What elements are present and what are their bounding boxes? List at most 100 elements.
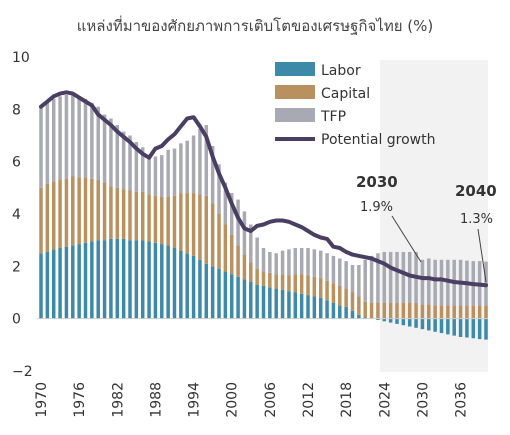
bar-labor — [484, 318, 488, 340]
bar-capital — [140, 191, 145, 241]
bar-labor — [96, 240, 100, 319]
annotation-2040-year: 2040 — [455, 182, 497, 200]
bar-tfp — [236, 199, 240, 246]
bar-capital — [102, 182, 107, 241]
bar-capital — [318, 278, 323, 298]
bar-capital — [484, 305, 488, 319]
bar-labor — [280, 289, 285, 319]
bar-tfp — [229, 193, 234, 235]
bar-labor — [477, 318, 482, 340]
bar-tfp — [299, 248, 304, 275]
bar-labor — [471, 318, 476, 339]
annotation-2040-leader — [477, 228, 487, 283]
bar-capital — [299, 274, 304, 294]
bar-capital — [369, 302, 374, 319]
x-tick-label: 2030 — [415, 382, 431, 418]
bar-capital — [191, 193, 196, 256]
bar-capital — [458, 305, 463, 319]
bar-tfp — [280, 250, 285, 275]
bar-capital — [477, 305, 482, 319]
bar-labor — [331, 302, 336, 319]
potential-growth-line — [39, 90, 488, 288]
bar-capital — [357, 296, 361, 315]
y-tick-label: −2 — [12, 364, 33, 380]
bar-tfp — [140, 147, 145, 192]
bar-tfp — [306, 248, 310, 276]
bar-tfp — [363, 259, 367, 302]
bar-labor — [128, 240, 132, 319]
bar-labor — [64, 246, 69, 319]
bar-capital — [45, 183, 50, 252]
bar-capital — [71, 176, 75, 246]
bar-labor — [318, 297, 323, 319]
x-tick-label: 1994 — [187, 382, 203, 418]
x-tick-label: 2036 — [454, 382, 470, 418]
bar-capital — [115, 187, 120, 239]
bar-labor — [39, 253, 43, 319]
bar-capital — [427, 304, 431, 319]
bar-tfp — [325, 253, 329, 281]
x-tick-label: 1970 — [34, 382, 50, 418]
bar-capital — [401, 302, 406, 319]
chart-title: แหล่งที่มาของศักยภาพการเติบโตของเศรษฐกิจ… — [76, 17, 434, 35]
bar-labor — [376, 318, 380, 320]
legend-swatch-capital — [275, 85, 315, 99]
bar-labor — [452, 318, 456, 336]
bar-tfp — [338, 258, 342, 286]
bar-tfp — [318, 250, 323, 279]
bar-tfp — [268, 251, 272, 273]
bar-capital — [134, 191, 139, 241]
bar-labor — [172, 248, 177, 319]
bar-tfp — [210, 145, 215, 204]
annotation-2030-year: 2030 — [356, 173, 398, 191]
bar-labor — [121, 238, 126, 319]
bar-labor — [306, 295, 310, 319]
bar-capital — [452, 305, 456, 319]
bar-tfp — [153, 156, 158, 196]
legend-label-potential-growth: Potential growth — [321, 132, 436, 148]
bar-capital — [433, 305, 437, 319]
bar-tfp — [147, 155, 151, 195]
bar-tfp — [204, 125, 209, 196]
y-tick-label: 6 — [12, 155, 21, 171]
bar-capital — [223, 224, 228, 272]
bar-tfp — [191, 135, 196, 194]
bar-capital — [274, 274, 278, 289]
bar-tfp — [433, 259, 437, 306]
bar-labor — [229, 274, 234, 319]
bar-capital — [287, 275, 291, 292]
bar-labor — [382, 318, 387, 322]
bar-capital — [210, 203, 215, 267]
bar-labor — [179, 250, 183, 319]
bar-tfp — [166, 149, 170, 197]
bar-tfp — [128, 135, 132, 191]
bar-capital — [350, 292, 355, 311]
bar-tfp — [331, 255, 336, 284]
bar-labor — [293, 292, 298, 319]
bar-labor — [134, 240, 139, 319]
bar-labor — [153, 242, 158, 319]
bar-tfp — [45, 101, 50, 184]
bar-capital — [64, 178, 69, 247]
bar-labor — [102, 240, 107, 319]
bar-capital — [306, 275, 310, 296]
bar-tfp — [395, 251, 399, 303]
bar-tfp — [179, 143, 183, 194]
bar-capital — [153, 195, 158, 243]
bar-labor — [357, 314, 361, 319]
bar-labor — [191, 255, 196, 319]
bar-labor — [274, 288, 278, 319]
bar-labor — [414, 318, 418, 328]
bar-capital — [58, 179, 62, 249]
bar-tfp — [249, 224, 253, 263]
bar-labor — [299, 293, 304, 319]
bar-capital — [39, 187, 43, 254]
bar-capital — [204, 195, 209, 264]
bar-capital — [242, 254, 247, 280]
bar-labor — [210, 266, 215, 319]
bar-capital — [77, 177, 81, 245]
bar-tfp — [115, 125, 120, 188]
bar-tfp — [439, 259, 444, 306]
bar-labor — [90, 241, 94, 319]
annotation-2030-value: 1.9% — [360, 200, 393, 215]
